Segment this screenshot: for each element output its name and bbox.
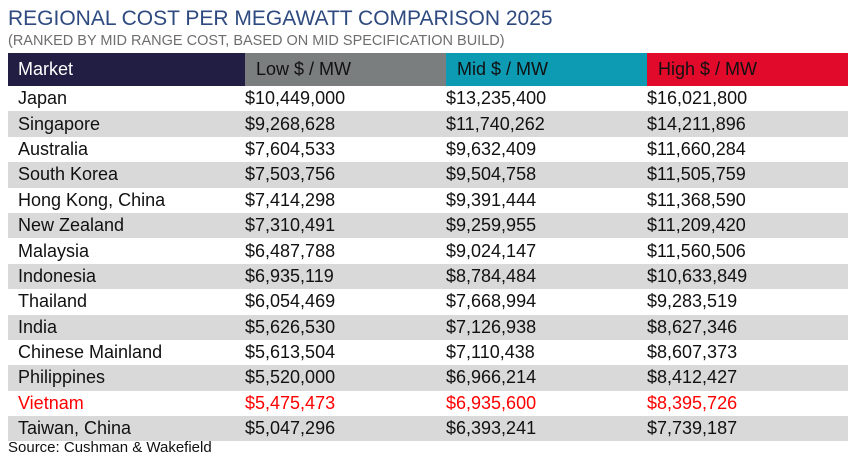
header-market: Market xyxy=(8,53,245,86)
low-cost-cell: $7,503,756 xyxy=(245,162,446,188)
market-cell: Malaysia xyxy=(18,240,90,261)
market-cell: Hong Kong, China xyxy=(18,189,166,210)
header-high: High $ / MW xyxy=(647,53,848,86)
low-cost-cell: $6,054,469 xyxy=(245,291,336,312)
mid-cost-cell: $9,024,147 xyxy=(446,240,537,261)
table-row: Singapore $9,268,628 $11,740,262 $14,211,89… xyxy=(8,111,848,137)
market-cell: Thailand xyxy=(18,291,88,312)
low-cost-cell: $9,268,628 xyxy=(245,111,446,137)
market-cell: Chinese Mainland xyxy=(18,342,163,363)
table-row: Thailand $6,054,469 $7,668,994 $9,283,519 xyxy=(8,289,848,314)
mid-cost-cell: $9,259,955 xyxy=(446,212,647,239)
table-row: Japan $10,449,000 $13,235,400 $16,021,800 xyxy=(8,86,848,111)
high-cost-cell: $8,412,427 xyxy=(647,365,848,391)
market-cell: South Korea xyxy=(8,162,245,188)
header-row: Market Low $ / MW Mid $ / MW High $ / MW xyxy=(8,53,848,86)
table-row: Malaysia $6,487,788 $9,024,147 $11,560,506 xyxy=(8,238,848,263)
header-market-label: Market xyxy=(18,59,74,79)
market-cell: New Zealand xyxy=(8,212,245,239)
source-note: Source: Cushman & Wakefield xyxy=(8,439,212,456)
header-mid-label: Mid $ / MW xyxy=(457,59,549,79)
low-cost-cell: $5,520,000 xyxy=(245,365,446,391)
table-row: Philippines $5,520,000 $6,966,214 $8,412,42… xyxy=(8,365,848,391)
high-cost-cell: $8,607,373 xyxy=(647,342,738,363)
low-cost-cell: $10,449,000 xyxy=(245,88,346,109)
mid-cost-cell: $6,393,241 xyxy=(446,416,647,442)
mid-cost-cell: $7,110,438 xyxy=(446,342,535,363)
header-low-label: Low $ / MW xyxy=(256,59,352,79)
mid-cost-cell: $8,784,484 xyxy=(446,263,647,290)
high-cost-cell: $16,021,800 xyxy=(647,88,748,109)
mid-cost-cell: $7,668,994 xyxy=(446,291,537,312)
high-cost-cell: $11,560,506 xyxy=(647,240,746,261)
mid-cost-cell: $11,740,262 xyxy=(446,111,647,137)
header-high-label: High $ / MW xyxy=(658,59,758,79)
high-cost-cell: $8,627,346 xyxy=(647,314,848,340)
mid-cost-cell: $9,391,444 xyxy=(446,189,537,210)
market-cell: Indonesia xyxy=(8,263,245,290)
market-cell: India xyxy=(8,314,245,340)
market-cell: Japan xyxy=(18,88,68,109)
low-cost-cell: $5,475,473 xyxy=(245,392,336,413)
mid-cost-cell: $9,632,409 xyxy=(446,138,537,159)
low-cost-cell: $7,310,491 xyxy=(245,212,446,239)
table-row: Indonesia $6,935,119 $8,784,484 $10,633,849 xyxy=(8,263,848,290)
header-mid: Mid $ / MW xyxy=(446,53,647,86)
high-cost-cell: $14,211,896 xyxy=(647,111,848,137)
high-cost-cell: $11,368,590 xyxy=(647,189,746,210)
header-low: Low $ / MW xyxy=(245,53,446,86)
table-row: Australia $7,604,533 $9,632,409 $11,660,284 xyxy=(8,137,848,162)
low-cost-cell: $7,414,298 xyxy=(245,189,336,210)
high-cost-cell: $8,395,726 xyxy=(647,392,738,413)
high-cost-cell: $11,209,420 xyxy=(647,212,848,239)
market-cell: Singapore xyxy=(8,111,245,137)
chart-subtitle: (RANKED BY MID RANGE COST, BASED ON MID … xyxy=(8,33,505,49)
table-row: Taiwan, China $5,047,296 $6,393,241 $7,739,… xyxy=(8,416,848,442)
high-cost-cell: $11,660,284 xyxy=(647,138,746,159)
low-cost-cell: $6,935,119 xyxy=(245,263,446,290)
table-row: India $5,626,530 $7,126,938 $8,627,346 xyxy=(8,314,848,340)
cost-table: Market Low $ / MW Mid $ / MW High $ / MW… xyxy=(8,53,848,442)
table-row: Hong Kong, China $7,414,298 $9,391,444 $11,… xyxy=(8,188,848,213)
mid-cost-cell: $9,504,758 xyxy=(446,162,647,188)
high-cost-cell: $9,283,519 xyxy=(647,291,738,312)
low-cost-cell: $5,613,504 xyxy=(245,342,336,363)
mid-cost-cell: $13,235,400 xyxy=(446,88,547,109)
low-cost-cell: $7,604,533 xyxy=(245,138,336,159)
low-cost-cell: $5,626,530 xyxy=(245,314,446,340)
market-cell: Philippines xyxy=(8,365,245,391)
low-cost-cell: $6,487,788 xyxy=(245,240,336,261)
market-cell: Taiwan, China xyxy=(8,416,245,442)
high-cost-cell: $10,633,849 xyxy=(647,263,848,290)
table-row: New Zealand $7,310,491 $9,259,955 $11,209,4… xyxy=(8,212,848,239)
mid-cost-cell: $6,966,214 xyxy=(446,365,647,391)
market-cell: Australia xyxy=(18,138,89,159)
mid-cost-cell: $6,935,600 xyxy=(446,392,537,413)
chart-title: REGIONAL COST PER MEGAWATT COMPARISON 20… xyxy=(8,7,553,30)
table-row: Vietnam $5,475,473 $6,935,600 $8,395,726 xyxy=(8,391,848,416)
table-row: South Korea $7,503,756 $9,504,758 $11,505,7… xyxy=(8,162,848,188)
high-cost-cell: $11,505,759 xyxy=(647,162,848,188)
low-cost-cell: $5,047,296 xyxy=(245,416,446,442)
market-cell: Vietnam xyxy=(18,392,84,413)
mid-cost-cell: $7,126,938 xyxy=(446,314,647,340)
table-row: Chinese Mainland $5,613,504 $7,110,438 $8,6… xyxy=(8,340,848,365)
high-cost-cell: $7,739,187 xyxy=(647,416,848,442)
table-body: Japan $10,449,000 $13,235,400 $16,021,800 Si… xyxy=(8,86,848,442)
